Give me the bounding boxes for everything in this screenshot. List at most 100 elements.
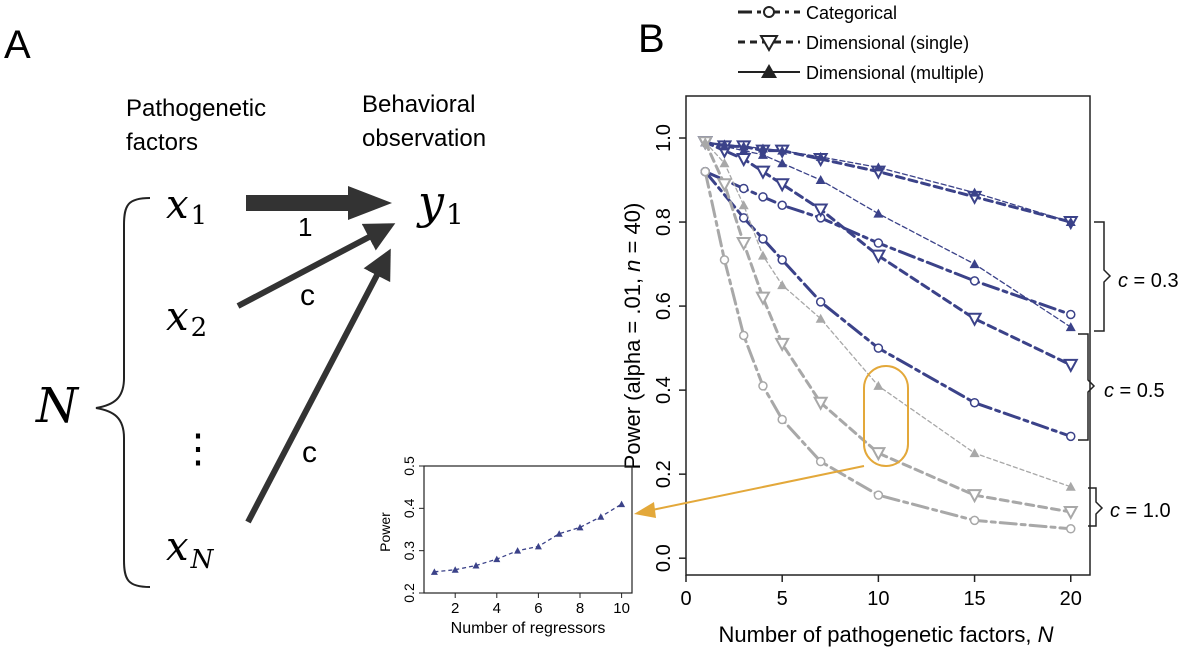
highlight-connector-arrowhead <box>634 502 656 518</box>
series-line <box>703 140 1073 367</box>
data-point-circle <box>873 490 884 500</box>
bracket-c05-label: c = 0.5 <box>1104 380 1165 402</box>
x-tick-label: 0 <box>680 588 691 610</box>
legend-multiple: Dimensional (multiple) <box>738 63 984 83</box>
data-point-down-triangle <box>736 237 752 252</box>
inset-axes: 2 4 6 8 10 0.2 0.3 0.4 0.5 <box>401 456 630 617</box>
data-point-up-triangle <box>815 151 826 161</box>
data-point-up-triangle <box>969 448 980 458</box>
inset-data-point <box>576 523 584 531</box>
data-point-up-triangle <box>757 149 768 159</box>
data-point-up-triangle <box>815 175 826 185</box>
data-point-circle <box>873 238 884 248</box>
data-point-up-triangle <box>873 208 884 218</box>
main-y-axis-label: Power (alpha = .01, n = 40) <box>620 203 645 470</box>
data-point-down-triangle <box>1063 358 1079 374</box>
legend-label-multiple: Dimensional (multiple) <box>806 63 984 83</box>
data-point-circle <box>815 456 826 467</box>
inset-plot-frame <box>423 465 633 594</box>
data-point-down-triangle <box>966 489 983 504</box>
data-point-up-triangle <box>700 137 711 147</box>
inset-x-tick-label: 6 <box>534 600 542 617</box>
data-point-down-triangle <box>755 291 771 306</box>
panel-a: A Pathogenetic factors Behavioral observ… <box>4 23 486 588</box>
bracket-c05: c = 0.5 <box>1078 333 1165 441</box>
var-x2: x2 <box>166 294 207 343</box>
inset-series-layer <box>430 500 626 575</box>
data-point-circle <box>969 397 980 408</box>
var-N: N <box>35 378 80 434</box>
x-tick-label: 15 <box>963 588 985 610</box>
inset-data-point <box>493 555 501 563</box>
data-point-circle <box>758 381 768 391</box>
y-tick-label: 0.8 <box>653 208 675 236</box>
data-point-up-triangle <box>757 143 768 153</box>
data-point-circle <box>738 183 749 194</box>
arrow-x1-y1-head <box>348 186 392 220</box>
legend-categorical: Categorical <box>738 3 897 23</box>
inset-data-point <box>472 561 480 569</box>
data-point-up-triangle <box>1065 217 1076 227</box>
data-point-down-triangle <box>736 153 752 168</box>
inset-x-axis-label: Number of regressors <box>451 620 606 637</box>
inset-x-tick-label: 8 <box>576 600 584 617</box>
x-tick-label: 20 <box>1060 588 1082 610</box>
inset-plot: 2 4 6 8 10 0.2 0.3 0.4 0.5 Power Number of regre… <box>377 456 633 637</box>
inset-data-point <box>534 542 542 550</box>
series-single-c0.5 <box>697 136 1079 374</box>
series-single-c0.3 <box>697 136 1079 231</box>
data-point-up-triangle <box>719 141 730 151</box>
panel-a-label: A <box>4 23 31 67</box>
bracket-c03-line <box>1094 221 1112 332</box>
data-point-down-triangle <box>774 178 790 193</box>
data-point-up-triangle <box>777 145 788 155</box>
var-y1: y1 <box>416 175 464 231</box>
data-point-down-triangle <box>966 312 983 327</box>
series-multiple-c0.5 <box>700 137 1076 332</box>
data-point-circle <box>969 515 980 526</box>
panel-b: B Categorical Dimensional (single) Dimen… <box>620 3 1179 647</box>
series-multiple-c1 <box>700 137 1076 491</box>
data-point-circle <box>1066 309 1076 320</box>
legend-label-categorical: Categorical <box>806 3 897 23</box>
y-tick-label: 0.4 <box>653 376 675 404</box>
inset-series-line <box>434 503 622 573</box>
bracket-c03-label: c = 0.3 <box>1118 270 1179 292</box>
data-point-circle <box>815 297 826 307</box>
pathogenetic-factors-heading: Pathogenetic factors <box>126 95 273 156</box>
data-point-down-triangle <box>812 203 829 218</box>
data-point-up-triangle <box>873 162 884 172</box>
data-point-up-triangle <box>1065 481 1076 491</box>
y-tick-label: 0.6 <box>653 292 675 320</box>
weight-label-c-xN: c <box>302 436 317 469</box>
bracket-c03: c = 0.3 <box>1094 221 1179 332</box>
series-line <box>703 170 1073 438</box>
arrow-xN-y1 <box>245 248 391 524</box>
panel-b-label: B <box>638 17 665 61</box>
x-tick-label: 5 <box>777 588 788 610</box>
inset-data-point <box>430 568 438 575</box>
data-point-up-triangle <box>873 380 884 390</box>
inset-data-point <box>597 513 605 520</box>
data-point-down-triangle <box>1063 505 1079 521</box>
data-point-up-triangle <box>815 313 826 323</box>
inset-data-point <box>514 547 522 554</box>
data-point-circle <box>758 192 768 202</box>
data-point-up-triangle <box>1065 322 1076 332</box>
var-xN: xN <box>166 524 215 575</box>
data-point-circle <box>1066 431 1076 442</box>
data-point-circle <box>758 234 768 244</box>
data-point-up-triangle <box>738 145 749 155</box>
highlight-connector-line <box>651 465 865 511</box>
vertical-ellipsis: ⋮ <box>178 427 218 471</box>
series-line <box>703 170 1073 531</box>
data-point-down-triangle <box>870 447 887 462</box>
series-categorical-c0.3 <box>700 166 1076 320</box>
data-point-down-triangle <box>812 396 829 411</box>
data-point-circle <box>969 276 980 286</box>
data-point-up-triangle <box>969 187 980 197</box>
main-series-layer <box>697 136 1079 534</box>
data-point-circle <box>738 213 749 223</box>
inset-y-axis-label: Power <box>377 512 393 552</box>
weight-label-1: 1 <box>298 212 312 242</box>
